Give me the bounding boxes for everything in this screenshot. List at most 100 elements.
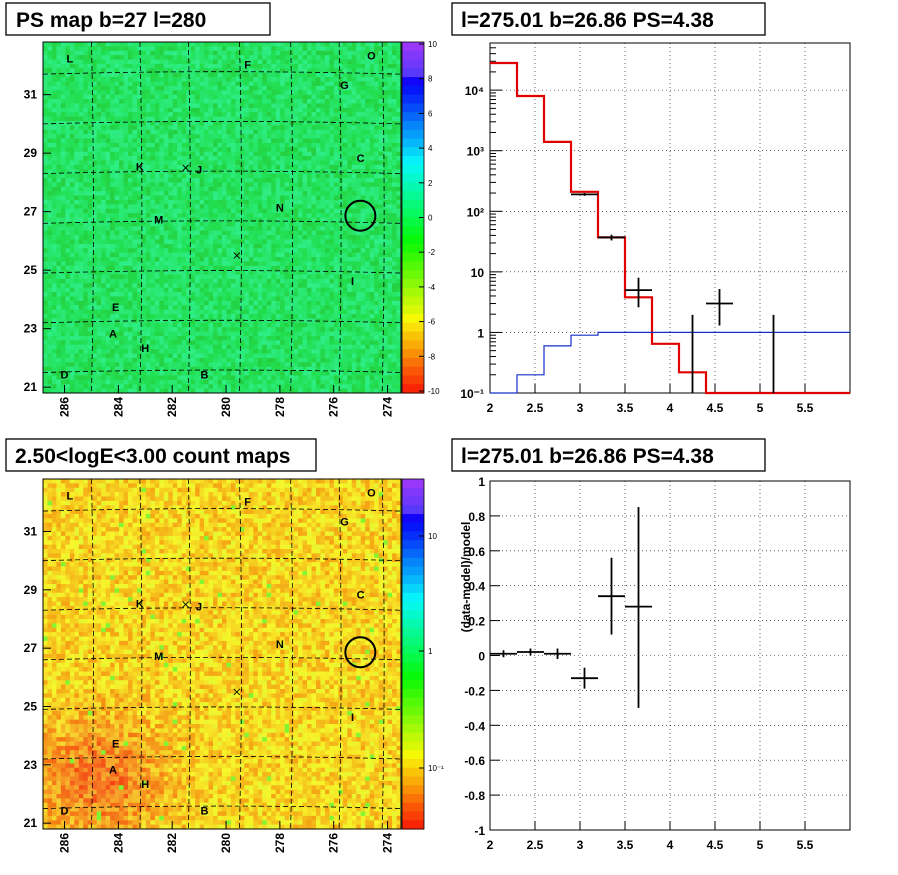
map-pixel: [65, 112, 71, 118]
map-pixel: [159, 59, 165, 65]
map-pixel: [293, 335, 299, 341]
map-pixel: [195, 85, 201, 91]
map-pixel: [123, 239, 129, 245]
map-pixel: [208, 90, 214, 96]
map-pixel: [172, 208, 178, 214]
map-pixel: [217, 305, 223, 311]
map-pixel: [43, 81, 48, 87]
map-pixel: [262, 371, 268, 376]
map-pixel: [311, 252, 317, 258]
map-pixel: [257, 81, 263, 87]
map-pixel: [87, 50, 93, 56]
map-pixel: [154, 191, 160, 197]
map-pixel: [262, 134, 268, 140]
map-pixel: [226, 112, 232, 118]
map-pixel: [163, 252, 169, 258]
map-pixel: [51, 94, 57, 100]
map-pixel: [190, 164, 196, 170]
map-pixel: [280, 292, 286, 297]
map-pixel: [56, 142, 62, 148]
map-pixel: [239, 169, 245, 175]
map-pixel: [293, 309, 299, 315]
map-pixel: [163, 178, 169, 183]
map-pixel: [315, 68, 321, 74]
map-pixel: [83, 292, 89, 297]
map-pixel: [230, 366, 236, 372]
map-pixel: [132, 107, 138, 113]
map-pixel: [114, 379, 120, 385]
map-pixel: [190, 309, 196, 315]
map-pixel: [262, 327, 268, 333]
map-pixel: [284, 296, 290, 302]
map-pixel: [257, 204, 263, 210]
map-pixel: [51, 208, 57, 214]
map-pixel: [87, 116, 93, 122]
map-pixel: [195, 226, 201, 232]
map-pixel: [190, 199, 196, 205]
map-pixel: [181, 182, 187, 188]
map-pixel: [275, 327, 281, 333]
map-pixel: [217, 191, 223, 197]
map-pixel: [154, 278, 160, 284]
map-pixel: [315, 186, 321, 192]
map-pixel: [43, 107, 48, 113]
map-pixel: [119, 300, 125, 306]
map-pixel: [51, 99, 57, 104]
map-pixel: [284, 375, 290, 381]
map-pixel: [145, 309, 151, 315]
map-pixel: [199, 134, 205, 140]
map-pixel: [150, 116, 156, 122]
map-pixel: [105, 116, 111, 122]
map-pixel: [114, 63, 120, 69]
map-pixel: [128, 366, 133, 372]
map-pixel: [87, 230, 93, 236]
map-pixel: [110, 243, 116, 249]
map-pixel: [181, 213, 187, 218]
map-pixel: [253, 379, 259, 385]
map-pixel: [266, 371, 272, 376]
map-pixel: [186, 226, 192, 232]
map-pixel: [74, 283, 80, 289]
map-pixel: [311, 265, 317, 271]
map-pixel: [275, 59, 281, 65]
map-pixel: [262, 195, 268, 201]
map-pixel: [177, 169, 183, 175]
map-pixel: [145, 90, 151, 96]
map-pixel: [83, 213, 89, 218]
map-pixel: [217, 327, 223, 333]
map-pixel: [266, 182, 272, 188]
map-pixel: [128, 63, 133, 69]
map-pixel: [186, 129, 192, 135]
map-pixel: [47, 129, 53, 135]
map-pixel: [150, 318, 156, 324]
map-pixel: [226, 309, 232, 315]
map-pixel: [293, 59, 299, 65]
map-pixel: [320, 156, 326, 161]
map-pixel: [195, 107, 201, 113]
map-pixel: [132, 55, 138, 61]
map-pixel: [69, 375, 75, 381]
map-pixel: [293, 375, 299, 381]
map-pixel: [168, 217, 174, 223]
map-pixel: [302, 99, 308, 104]
map-pixel: [114, 239, 120, 245]
map-pixel: [235, 357, 241, 363]
map-pixel: [315, 239, 321, 245]
map-pixel: [253, 292, 259, 297]
map-pixel: [132, 134, 138, 140]
map-pixel: [51, 103, 57, 109]
map-pixel: [244, 191, 250, 197]
map-pixel: [266, 226, 272, 232]
map-pixel: [163, 366, 169, 372]
map-pixel: [163, 112, 169, 118]
map-pixel: [302, 151, 308, 157]
map-pixel: [123, 265, 129, 271]
map-pixel: [83, 221, 89, 227]
map-pixel: [101, 191, 107, 197]
map-pixel: [159, 160, 165, 166]
map-pixel: [119, 340, 125, 346]
map-pixel: [213, 305, 219, 311]
map-pixel: [168, 204, 174, 210]
map-pixel: [96, 169, 102, 175]
map-pixel: [217, 129, 223, 135]
